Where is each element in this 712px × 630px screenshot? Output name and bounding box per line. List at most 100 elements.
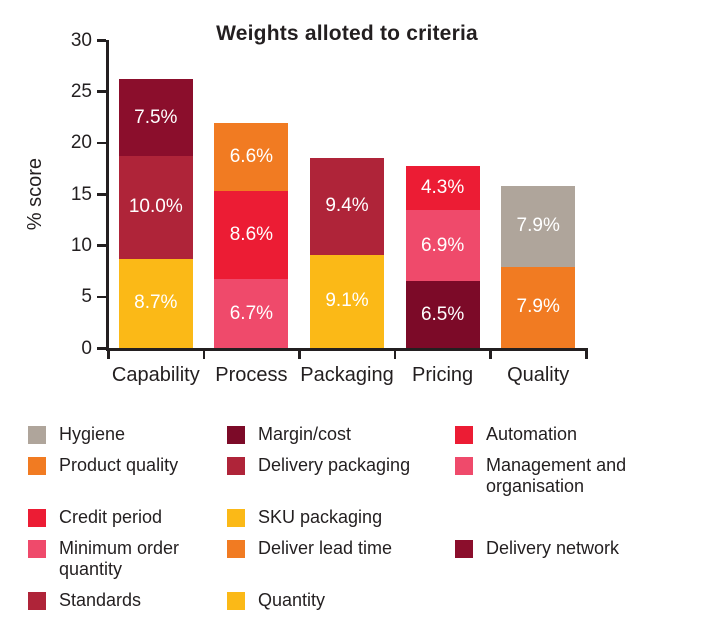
legend-item-delivery-packaging: Delivery packaging xyxy=(227,455,455,497)
y-axis-tick-label: 10 xyxy=(70,234,92,256)
bar-segment-sku-packaging: 9.1% xyxy=(310,254,384,348)
y-axis-tick xyxy=(97,295,106,299)
stacked-bar-chart: Weights alloted to criteria % score 0 5 10… xyxy=(22,22,588,386)
y-axis-tick xyxy=(97,141,106,145)
bar-segment-automation: 8.6% xyxy=(214,190,289,280)
x-category-label-quality: Quality xyxy=(507,364,570,386)
segment-value-label: 6.5% xyxy=(420,303,465,325)
legend-label: Automation xyxy=(486,424,578,444)
segment-value-label: 10.0% xyxy=(128,196,183,218)
legend-label: Hygiene xyxy=(59,424,126,444)
bar-segment-quantity: 8.7% xyxy=(118,258,193,348)
legend-swatch xyxy=(227,426,245,444)
legend-swatch xyxy=(28,592,46,610)
segment-value-label: 7.9% xyxy=(516,215,560,237)
bar-segment-deliver-lead-time: 6.6% xyxy=(214,123,289,191)
segment-value-label: 6.9% xyxy=(420,234,465,256)
bar-pricing: 6.5% 6.9% 4.3% xyxy=(405,166,480,348)
y-axis-label-wrap: % score xyxy=(22,40,48,348)
legend-swatch xyxy=(227,592,245,610)
bar-process: 6.7% 8.6% 6.6% xyxy=(214,123,289,348)
bar-segment-margin-cost: 6.5% xyxy=(405,281,480,348)
y-axis-tick xyxy=(97,90,106,93)
legend-label: Credit period xyxy=(59,507,163,527)
segment-value-label: 6.6% xyxy=(229,146,274,168)
x-category-label-capability: Capability xyxy=(111,364,200,386)
x-category-label-process: Process xyxy=(215,364,288,386)
segment-value-label: 7.5% xyxy=(134,106,178,128)
legend-swatch xyxy=(455,540,473,558)
x-category-label-pricing: Pricing xyxy=(412,364,474,386)
legend-item-minimum-order-quantity: Minimum order quantity xyxy=(28,538,227,580)
x-category-label-packaging: Packaging xyxy=(300,364,394,386)
legend-swatch xyxy=(227,540,245,558)
legend-swatch xyxy=(28,509,46,527)
segment-value-label: 7.9% xyxy=(516,296,560,318)
legend-item-delivery-network: Delivery network xyxy=(455,538,642,580)
legend-item-deliver-lead-time: Deliver lead time xyxy=(227,538,455,580)
legend-swatch xyxy=(28,426,46,444)
bar-segment-minimum-order-quantity: 6.9% xyxy=(405,210,480,282)
bar-quality: 7.9% 7.9% xyxy=(501,185,576,348)
legend-item-credit-period: Credit period xyxy=(28,507,227,528)
x-axis-tick xyxy=(585,350,588,359)
y-axis-tick-label: 25 xyxy=(70,80,92,102)
x-axis-tick xyxy=(202,350,206,359)
bar-segment-standards: 10.0% xyxy=(118,156,193,259)
y-axis-tick xyxy=(97,39,106,42)
bar-segment-delivery-network: 7.5% xyxy=(118,79,193,157)
legend-swatch xyxy=(455,426,473,444)
legend-item-sku-packaging: SKU packaging xyxy=(227,507,455,528)
y-axis-tick xyxy=(97,347,106,350)
segment-value-label: 9.4% xyxy=(325,195,369,217)
legend-swatch xyxy=(227,457,245,475)
legend-swatch xyxy=(28,457,46,475)
legend-label: Standards xyxy=(59,590,142,610)
y-axis-tick-label: 30 xyxy=(70,29,92,51)
legend-label: SKU packaging xyxy=(258,507,383,527)
segment-value-label: 6.7% xyxy=(229,302,274,324)
legend-item-automation: Automation xyxy=(455,424,642,445)
x-axis-tick xyxy=(489,350,492,359)
x-axis-line xyxy=(106,348,588,351)
bar-segment-credit-period: 4.3% xyxy=(405,166,480,211)
x-axis-tick xyxy=(393,350,397,359)
legend-swatch xyxy=(28,540,46,558)
legend-label: Product quality xyxy=(59,455,179,475)
bar-segment-delivery-packaging: 9.4% xyxy=(310,158,384,255)
bar-segment-hygiene: 7.9% xyxy=(501,185,576,267)
legend-label: Delivery packaging xyxy=(258,455,411,475)
y-axis-tick-label: 0 xyxy=(81,337,92,359)
legend-swatch xyxy=(227,509,245,527)
legend-item-management-and-organisation: Management and organisation xyxy=(455,455,642,497)
segment-value-label: 4.3% xyxy=(420,177,465,199)
y-axis-tick-label: 15 xyxy=(70,183,92,205)
legend-label: Management and organisation xyxy=(486,455,627,496)
legend-label: Quantity xyxy=(258,590,326,610)
legend-item-product-quality: Product quality xyxy=(28,455,227,497)
legend-swatch xyxy=(455,457,473,475)
legend-item-hygiene: Hygiene xyxy=(28,424,227,445)
legend-label: Margin/cost xyxy=(258,424,352,444)
legend-item-quantity: Quantity xyxy=(227,590,455,611)
bar-segment-product-quality: 7.9% xyxy=(501,266,576,348)
segment-value-label: 9.1% xyxy=(325,290,369,312)
y-axis-tick-label: 20 xyxy=(70,132,92,154)
segment-value-label: 8.7% xyxy=(134,292,178,314)
segment-value-label: 8.6% xyxy=(229,224,274,246)
plot-area: 0 5 10 15 20 25 30 8.7% 10.0% 7.5% Capability 6.7% 8… xyxy=(71,30,588,386)
legend-label: Delivery network xyxy=(486,538,620,558)
x-axis-tick xyxy=(298,350,301,359)
y-axis-label: % score xyxy=(23,157,46,231)
legend-item-margin-cost: Margin/cost xyxy=(227,424,455,445)
bar-capability: 8.7% 10.0% 7.5% xyxy=(118,79,193,348)
y-axis-tick xyxy=(97,193,106,196)
chart-title: Weights alloted to criteria xyxy=(216,22,478,45)
legend-label: Minimum order quantity xyxy=(59,538,180,579)
legend-item-standards: Standards xyxy=(28,590,227,611)
bar-segment-management-and-organisation: 6.7% xyxy=(214,279,289,348)
y-axis-tick-label: 5 xyxy=(81,286,92,308)
legend-label: Deliver lead time xyxy=(258,538,393,558)
x-axis-tick xyxy=(107,350,110,359)
y-axis-line xyxy=(106,40,109,350)
